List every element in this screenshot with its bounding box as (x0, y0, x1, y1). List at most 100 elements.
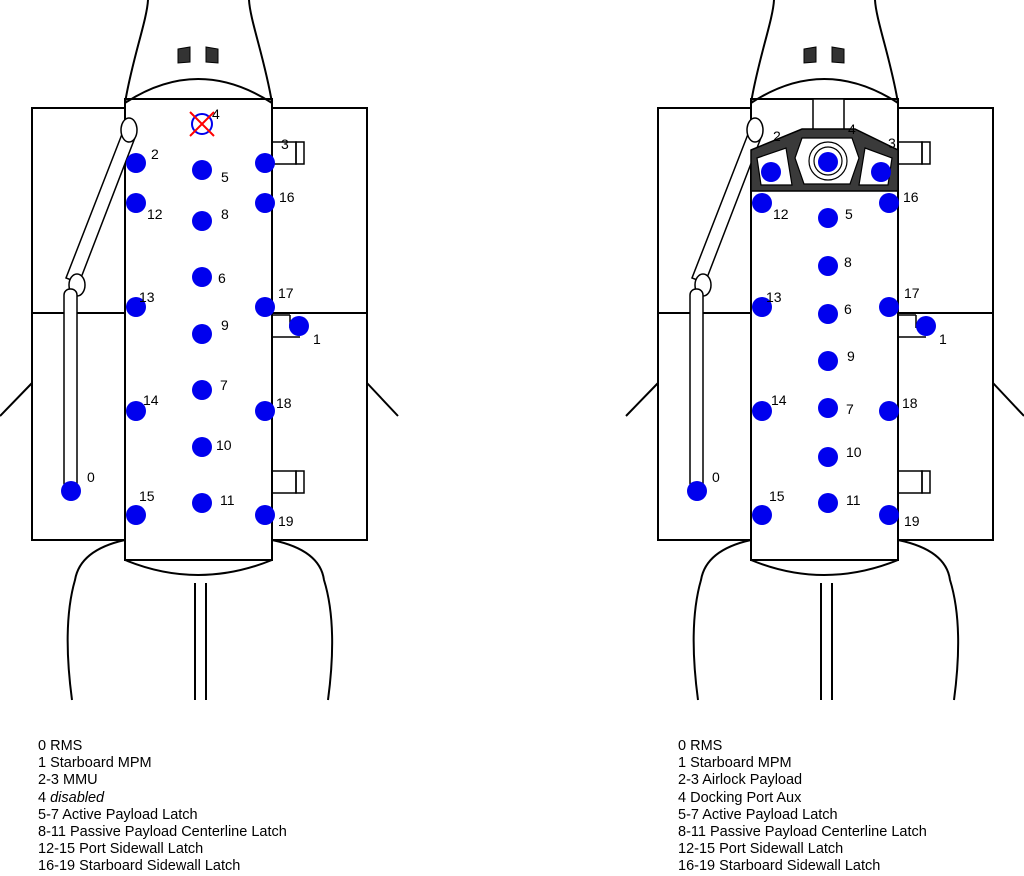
wing-edge (625, 382, 1024, 417)
attach-point-label-8: 8 (844, 254, 852, 270)
attach-point-0 (687, 481, 707, 501)
nose-outline (124, 0, 273, 104)
legend-text: Active Payload Latch (702, 806, 838, 823)
attach-point-11 (818, 493, 838, 513)
attach-point-label-13: 13 (139, 289, 155, 305)
attach-point-1 (289, 316, 309, 336)
legend-row: 16-19 Starboard Sidewall Latch (678, 858, 927, 875)
attach-point-label-9: 9 (847, 348, 855, 364)
legend-code: 2-3 (678, 772, 703, 789)
starboard-wing (898, 107, 994, 541)
attach-point-16 (255, 193, 275, 213)
attach-point-label-11: 11 (220, 492, 235, 508)
attach-point-5 (192, 160, 212, 180)
attach-point-label-15: 15 (139, 488, 155, 504)
attach-point-label-17: 17 (904, 285, 920, 301)
attach-point-19 (255, 505, 275, 525)
legend-text: Starboard MPM (690, 755, 792, 772)
tail-rudder (194, 583, 207, 700)
legend-code: 4 (38, 789, 51, 806)
rms-lower-boom (689, 288, 704, 490)
mpm-bracket (898, 470, 923, 494)
mpm-bracket (898, 314, 926, 338)
attach-point-14 (752, 401, 772, 421)
attach-point-11 (192, 493, 212, 513)
attach-point-12 (126, 193, 146, 213)
legend-text: Starboard Sidewall Latch (79, 858, 241, 875)
legend-text: MMU (63, 772, 98, 789)
bay-front-bulkhead (750, 78, 899, 104)
legend-row: 1 Starboard MPM (678, 755, 927, 772)
attach-point-2 (761, 162, 781, 182)
attach-point-label-19: 19 (904, 513, 920, 529)
attach-point-label-14: 14 (143, 392, 159, 408)
attach-point-label-10: 10 (216, 437, 232, 453)
attach-point-7 (818, 398, 838, 418)
attach-point-12 (752, 193, 772, 213)
attach-point-10 (192, 437, 212, 457)
legend-code: 0 (678, 738, 691, 754)
legend-row: 8-11 Passive Payload Centerline Latch (38, 824, 287, 841)
attach-point-2 (126, 153, 146, 173)
legend-text: Active Payload Latch (62, 806, 198, 823)
wing-edge (0, 382, 399, 417)
attach-point-label-4: 4 (212, 106, 220, 122)
legend-row: 5-7 Active Payload Latch (38, 807, 287, 824)
legend-text: Passive Payload Centerline Latch (69, 824, 287, 841)
starboard-wing (272, 107, 368, 541)
attach-point-7 (192, 380, 212, 400)
legend-text: Starboard Sidewall Latch (719, 858, 881, 875)
attach-point-6 (818, 304, 838, 324)
attach-point-6 (192, 267, 212, 287)
attach-point-label-5: 5 (845, 206, 853, 222)
attach-point-8 (192, 211, 212, 231)
attach-point-15 (126, 505, 146, 525)
disabled-x-icon (189, 111, 215, 137)
tail-rudder (820, 583, 833, 700)
legend-code: 5-7 (678, 806, 703, 823)
attach-point-label-2: 2 (773, 128, 781, 144)
legend-row: 0 RMS (678, 738, 927, 755)
aft-fuselage (692, 539, 960, 701)
attach-point-18 (879, 401, 899, 421)
legend-code: 8-11 (678, 824, 710, 841)
legend-code: 12-15 (678, 841, 720, 858)
attach-point-label-8: 8 (221, 206, 229, 222)
attach-point-label-18: 18 (276, 395, 292, 411)
legend-code: 8-11 (38, 824, 70, 841)
legend-text: RMS (690, 738, 723, 754)
attach-point-label-13: 13 (766, 289, 782, 305)
attach-point-10 (818, 447, 838, 467)
attach-point-5 (818, 208, 838, 228)
legend-code: 4 (678, 789, 691, 806)
mpm-pedestal (921, 470, 931, 494)
legend-row: 5-7 Active Payload Latch (678, 807, 927, 824)
mpm-pedestal (295, 141, 305, 165)
attach-point-label-14: 14 (771, 392, 787, 408)
legend-left: 0 RMS 1 Starboard MPM 2-3 MMU 4 disabled 5-7… (38, 738, 287, 876)
rms-shoulder-joint (120, 117, 138, 143)
aft-fuselage (66, 539, 334, 701)
attach-point-13 (752, 297, 772, 317)
attach-point-16 (879, 193, 899, 213)
legend-row: 4 disabled (38, 790, 287, 807)
legend-row: 1 Starboard MPM (38, 755, 287, 772)
attach-point-17 (879, 297, 899, 317)
attach-point-18 (255, 401, 275, 421)
mpm-pedestal (921, 141, 931, 165)
docking-port-tunnel (812, 98, 845, 133)
legend-row: 12-15 Port Sidewall Latch (38, 841, 287, 858)
attach-point-label-1: 1 (939, 331, 947, 347)
attach-point-label-3: 3 (281, 136, 289, 152)
attach-point-19 (879, 505, 899, 525)
attach-point-9 (818, 351, 838, 371)
attach-point-17 (255, 297, 275, 317)
legend-code: 2-3 (38, 772, 63, 789)
cockpit-window-icon (831, 46, 845, 64)
attach-point-label-2: 2 (151, 146, 159, 162)
attach-point-label-17: 17 (278, 285, 294, 301)
attach-point-label-1: 1 (313, 331, 321, 347)
legend-text: Port Sidewall Latch (719, 841, 844, 858)
